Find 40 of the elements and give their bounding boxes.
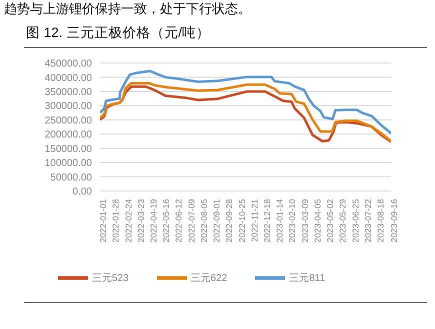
x-tick-label: 2023-04-05	[312, 198, 322, 242]
y-tick-label: 400000.00	[44, 72, 92, 84]
x-tick-label: 2022-01-28	[110, 198, 121, 242]
x-tick-label: 2022-05-16	[161, 198, 172, 242]
x-tick-label: 2022-08-05	[198, 198, 209, 242]
x-tick-label: 2023-01-14	[274, 198, 285, 242]
text: 趋势与上游锂价保持一致，处于下行状态。	[4, 1, 251, 18]
legend-label: 三元523	[92, 272, 129, 284]
x-tick-label: 2023-08-18	[375, 198, 386, 242]
x-tick-label: 2022-02-24	[123, 198, 134, 242]
x-tick-label: 2023-03-09	[300, 198, 310, 242]
y-tick-label: 50000.00	[50, 172, 92, 184]
y-tick-label: 150000.00	[44, 144, 92, 155]
y-tick-label: 350000.00	[44, 86, 92, 98]
x-tick-label: 2023-05-29	[338, 198, 348, 242]
line-series	[100, 70, 391, 135]
y-tick-label: 300000.00	[44, 101, 92, 112]
x-tick-label: 2022-06-12	[174, 198, 184, 242]
y-tick-label: 200000.00	[44, 130, 92, 141]
y-tick-label: 450000.00	[44, 58, 92, 70]
x-tick-label: 2023-09-16	[389, 198, 400, 242]
x-tick-label: 2023-05-02	[325, 198, 336, 242]
x-tick-label: 2022-03-23	[136, 198, 146, 242]
y-tick-label: 250000.00	[44, 115, 92, 126]
x-tick-label: 2022-11-21	[249, 198, 260, 242]
legend-label: 三元811	[289, 272, 326, 284]
x-tick-label: 2023-07-22	[362, 198, 373, 242]
x-tick-label: 2023-02-10	[287, 198, 298, 242]
chart-title: 图 12. 三元正极价格（元/吨）	[26, 24, 210, 42]
x-tick-label: 2023-06-25	[350, 198, 360, 242]
x-tick-label: 2022-07-09	[186, 198, 196, 242]
x-tick-label: 2022-09-28	[224, 198, 234, 242]
legend-label: 三元622	[190, 272, 228, 284]
y-tick-label: 100000.00	[44, 158, 92, 170]
x-tick-label: 2022-10-25	[236, 198, 247, 242]
y-tick-label: 0.00	[72, 186, 92, 198]
x-tick-label: 2022-12-18	[262, 198, 272, 242]
x-tick-label: 2022-01-01	[98, 198, 108, 242]
x-tick-label: 2022-09-01	[212, 198, 222, 242]
x-tick-label: 2022-04-19	[148, 198, 158, 242]
